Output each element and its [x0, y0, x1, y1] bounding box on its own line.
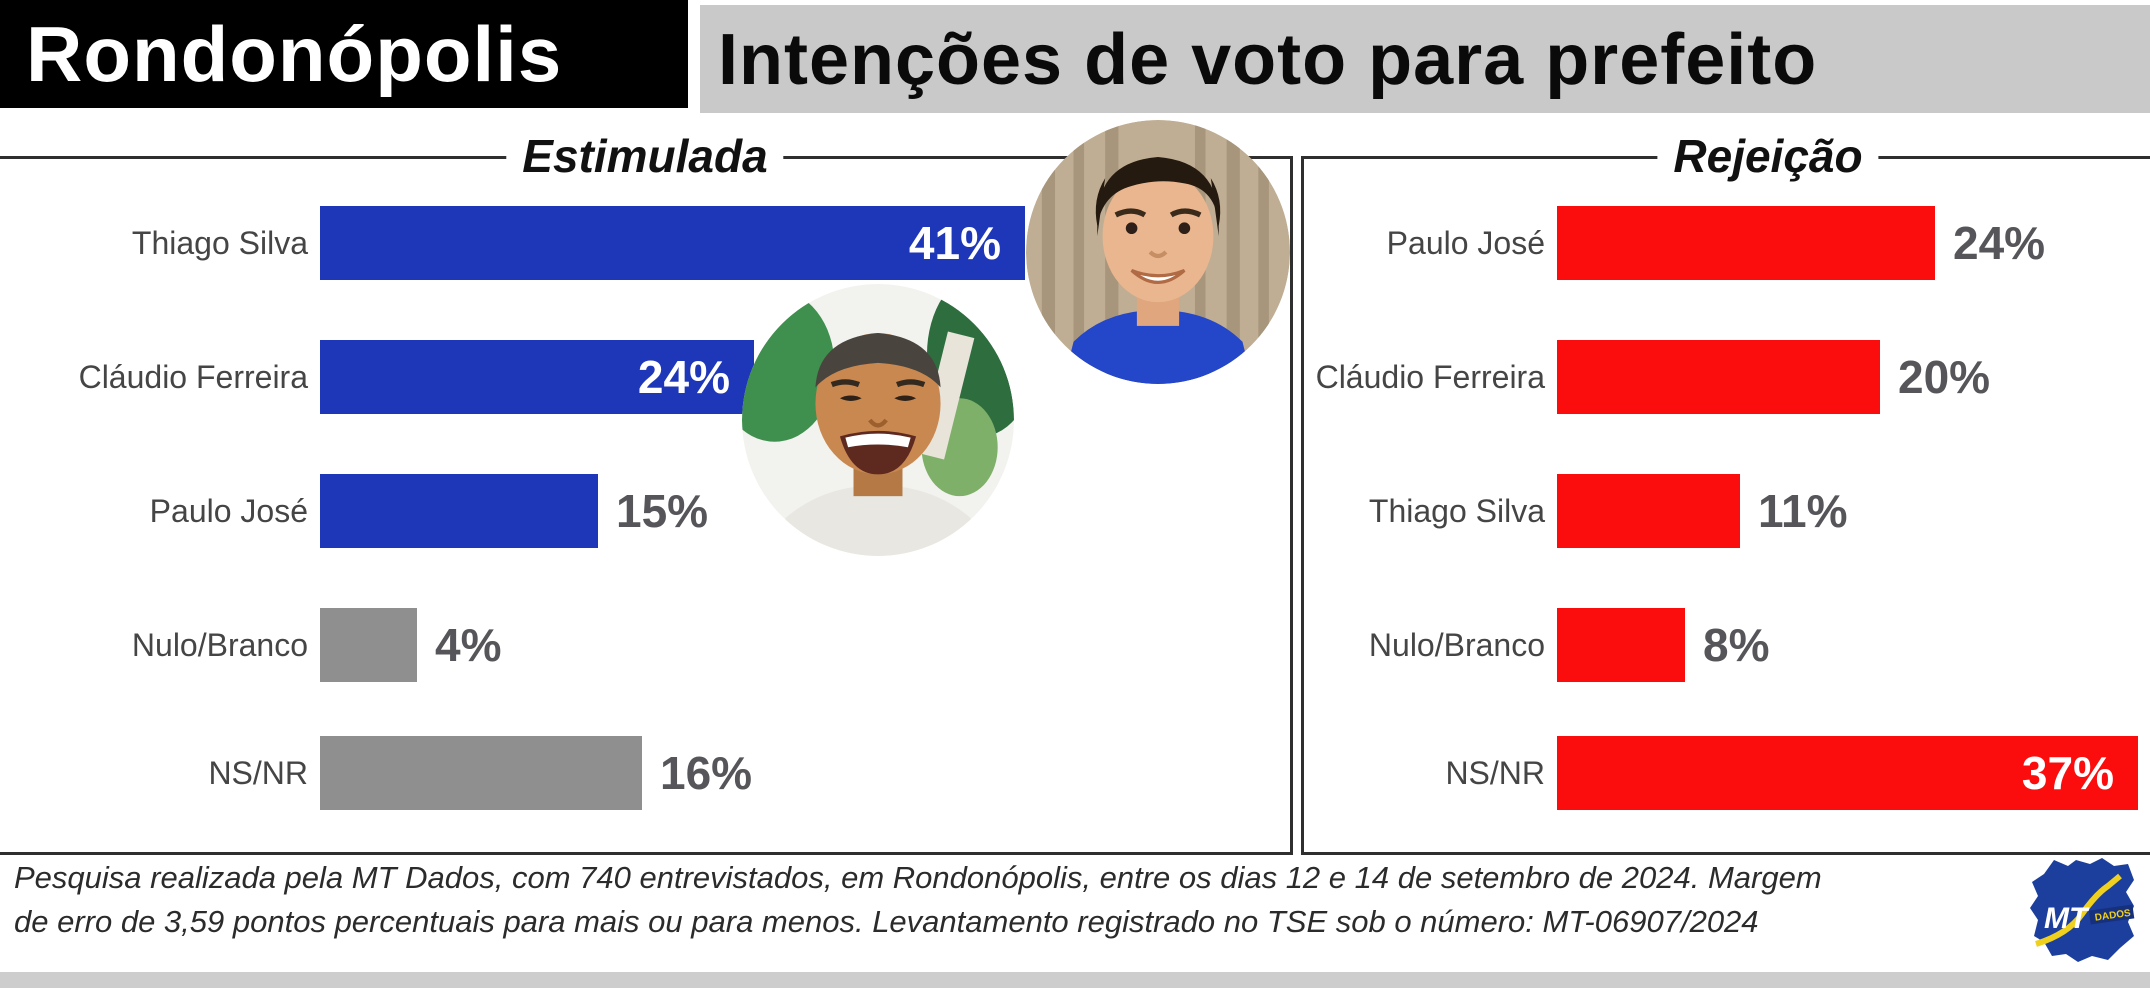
- bar-label-nulo-branco: Nulo/Branco: [1368, 627, 1545, 663]
- bar-estimulada-claudio-ferreira: 24%: [320, 340, 754, 414]
- bottom-gray-strip: [0, 972, 2150, 988]
- bar-estimulada-nulo-branco: [320, 608, 417, 682]
- page-title: Intenções de voto para prefeito: [718, 20, 1818, 100]
- left-panel-bottom-line: [0, 852, 1293, 855]
- bar-value-estimulada-ns-nr: 16%: [660, 747, 753, 799]
- header-city-band: Rondonópolis: [0, 0, 688, 108]
- bar-rejeicao-nulo-branco: [1557, 608, 1685, 682]
- bar-rejeicao-ns-nr: 37%: [1557, 736, 2138, 810]
- bar-value-estimulada-nulo-branco: 4%: [435, 619, 502, 671]
- right-panel-bottom-line: [1301, 852, 2150, 855]
- bar-estimulada-paulo-jose: [320, 474, 598, 548]
- estimulada-title: Estimulada: [506, 128, 784, 184]
- rejeicao-chart: Paulo José 24% Cláudio Ferreira 20% Thiago S…: [1302, 156, 2150, 856]
- bar-estimulada-thiago-silva: 41%: [320, 206, 1025, 280]
- thiago-silva-photo: [1026, 120, 1290, 384]
- estimulada-chart: Thiago Silva 41% Cláudio Ferreira 24% Paulo …: [0, 156, 1292, 856]
- bar-label-ns-nr: NS/NR: [1445, 755, 1545, 791]
- bar-value-rejeicao-claudio-ferreira: 20%: [1898, 351, 1991, 403]
- right-panel-left-line: [1301, 156, 1304, 855]
- bar-label-claudio-ferreira: Cláudio Ferreira: [1315, 359, 1545, 395]
- bar-value-rejeicao-paulo-jose: 24%: [1953, 217, 2046, 269]
- bar-estimulada-ns-nr: [320, 736, 642, 810]
- footer-text-line2: de erro de 3,59 pontos percentuais para …: [14, 904, 1759, 939]
- header-title-band: Intenções de voto para prefeito: [700, 5, 2150, 113]
- logo-mt-text: MT: [2044, 902, 2090, 935]
- bar-rejeicao-claudio-ferreira: [1557, 340, 1880, 414]
- bar-value-estimulada-thiago-silva: 41%: [908, 217, 1001, 269]
- bar-value-estimulada-paulo-jose: 15%: [616, 485, 709, 537]
- bar-value-rejeicao-ns-nr: 37%: [2021, 747, 2114, 799]
- bar-label-thiago-silva: Thiago Silva: [131, 225, 308, 261]
- bar-label-thiago-silva: Thiago Silva: [1368, 493, 1545, 529]
- bar-label-nulo-branco: Nulo/Branco: [131, 627, 308, 663]
- bar-rejeicao-paulo-jose: [1557, 206, 1935, 280]
- bar-label-paulo-jose: Paulo José: [1386, 225, 1545, 261]
- logo-dados-text: DADOS: [2094, 908, 2132, 924]
- bar-label-paulo-jose: Paulo José: [149, 493, 308, 529]
- city-name: Rondonópolis: [26, 10, 563, 98]
- mt-dados-logo: MT DADOS: [2016, 856, 2142, 966]
- bar-label-ns-nr: NS/NR: [208, 755, 308, 791]
- footer-text-line1: Pesquisa realizada pela MT Dados, com 74…: [14, 860, 1822, 895]
- left-panel-right-line: [1290, 156, 1293, 855]
- bar-value-rejeicao-thiago-silva: 11%: [1758, 485, 1848, 537]
- bar-rejeicao-thiago-silva: [1557, 474, 1740, 548]
- rejeicao-title: Rejeição: [1657, 128, 1879, 184]
- claudio-ferreira-photo: [742, 284, 1014, 556]
- bar-value-rejeicao-nulo-branco: 8%: [1703, 619, 1770, 671]
- bar-value-estimulada-claudio-ferreira: 24%: [637, 351, 730, 403]
- bar-label-claudio-ferreira: Cláudio Ferreira: [78, 359, 308, 395]
